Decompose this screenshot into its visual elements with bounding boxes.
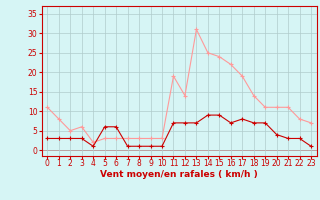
X-axis label: Vent moyen/en rafales ( km/h ): Vent moyen/en rafales ( km/h ) (100, 170, 258, 179)
